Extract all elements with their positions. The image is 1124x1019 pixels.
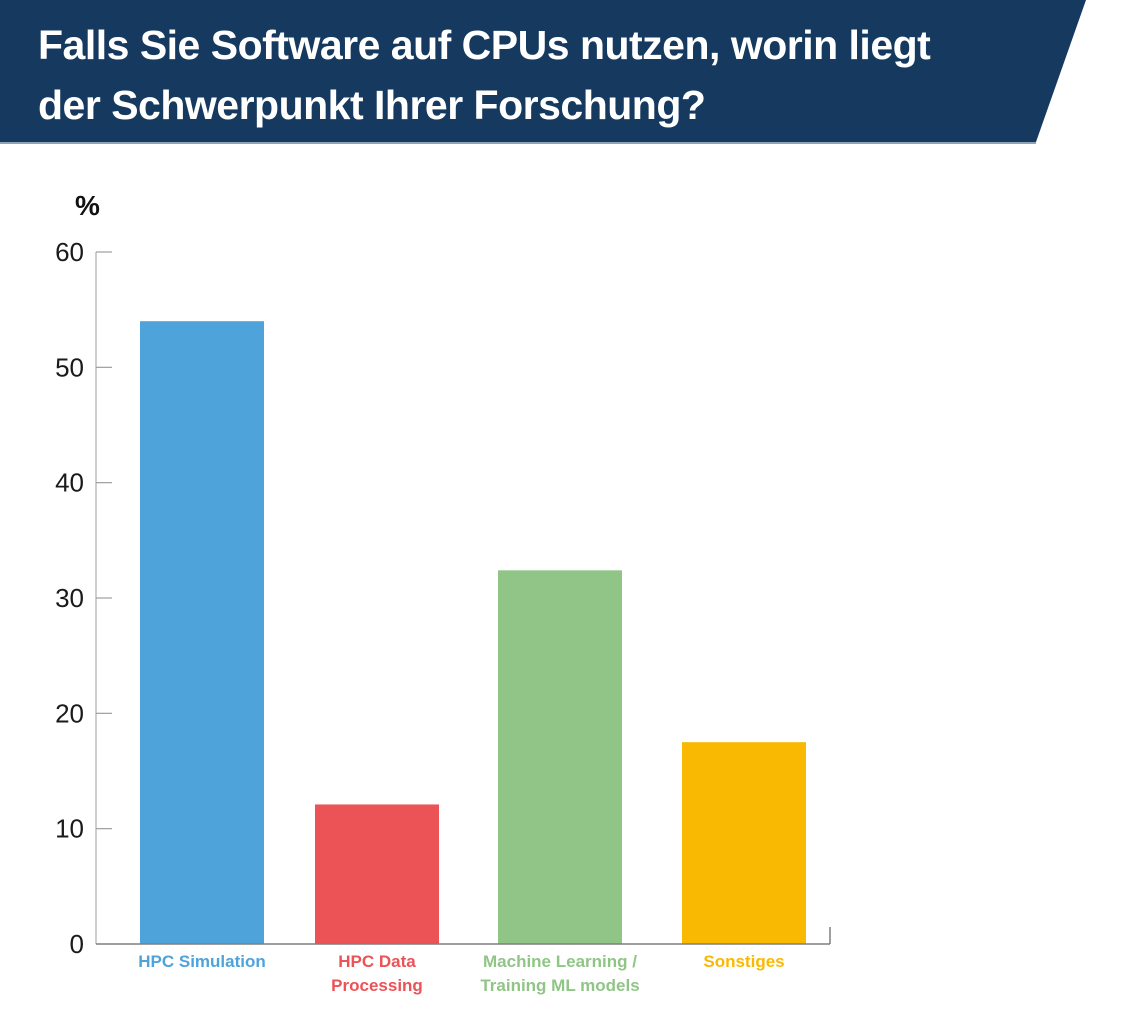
y-tick-label: 50 [55, 352, 84, 382]
y-axis-unit-label: % [75, 190, 100, 221]
chart-title-line-1: Falls Sie Software auf CPUs nutzen, wori… [38, 22, 931, 68]
x-tick-label: Sonstiges [703, 952, 784, 971]
x-tick-label-line: Sonstiges [703, 952, 784, 971]
x-tick-label-line: HPC Data [338, 952, 416, 971]
y-tick-label: 0 [70, 929, 84, 959]
x-tick-label-line: Machine Learning / [483, 952, 637, 971]
y-tick-label: 10 [55, 814, 84, 844]
x-tick-label: Machine Learning / Training ML models [480, 952, 639, 995]
y-tick-label: 20 [55, 698, 84, 728]
x-tick-label: HPC Data Processing [331, 952, 423, 995]
title-banner-shape [0, 0, 1086, 144]
x-tick-label-line: HPC Simulation [138, 952, 266, 971]
x-tick-label-line: Processing [331, 976, 423, 995]
x-axis-labels: HPC Simulation HPC Data Processing Machine … [138, 952, 784, 995]
y-tick-label: 40 [55, 468, 84, 498]
bar-machine-learning-training-ml-models [498, 570, 622, 944]
bar-hpc-simulation [140, 321, 264, 944]
bars [140, 321, 806, 944]
x-axis [96, 927, 831, 945]
y-axis: 0 10 20 30 40 50 60 [55, 237, 112, 959]
bar-sonstiges [682, 742, 806, 944]
y-tick-label: 30 [55, 583, 84, 613]
x-tick-label: HPC Simulation [138, 952, 266, 971]
chart-title-line-2: der Schwerpunkt Ihrer Forschung? [38, 82, 706, 128]
title-banner: Falls Sie Software auf CPUs nutzen, wori… [0, 0, 1124, 145]
y-tick-label: 60 [55, 237, 84, 267]
bar-hpc-data-processing [315, 804, 439, 944]
x-tick-label-line: Training ML models [480, 976, 639, 995]
